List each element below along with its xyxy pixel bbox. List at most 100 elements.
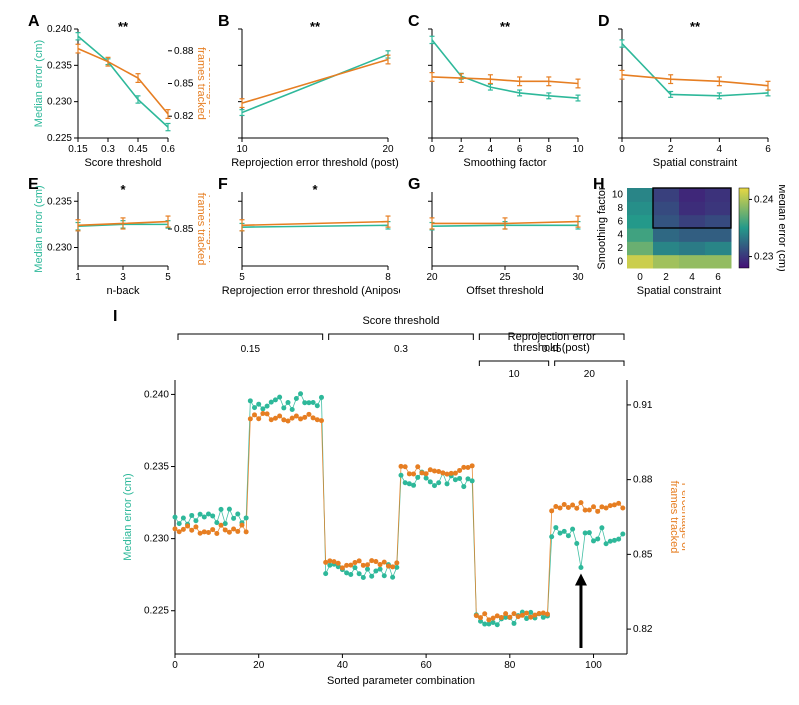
panel-e-svg: 0.2300.2350.85135n-backMedian error (cm)… — [30, 178, 210, 298]
svg-text:0.235: 0.235 — [144, 462, 169, 473]
svg-text:5: 5 — [239, 272, 245, 283]
svg-text:6: 6 — [517, 144, 523, 155]
svg-text:10: 10 — [612, 190, 624, 201]
panel-d: D 0246Spatial constraint** — [600, 15, 780, 170]
svg-text:0.230: 0.230 — [144, 534, 169, 545]
svg-text:0.235: 0.235 — [47, 60, 72, 71]
svg-text:0.230: 0.230 — [47, 97, 72, 108]
svg-text:Spatial constraint: Spatial constraint — [637, 285, 721, 297]
svg-text:**: ** — [310, 19, 321, 34]
svg-text:0.3: 0.3 — [101, 144, 115, 155]
svg-text:0.225: 0.225 — [47, 133, 72, 144]
svg-text:4: 4 — [617, 230, 623, 241]
svg-text:0: 0 — [637, 272, 643, 283]
panel-g-svg: 20 25 30 Offset threshold — [410, 178, 590, 298]
svg-text:0.235: 0.235 — [47, 196, 72, 207]
panel-a-svg: 0.2250.2300.2350.2400.820.850.880.150.30… — [30, 15, 210, 170]
svg-text:2: 2 — [668, 144, 674, 155]
svg-text:8: 8 — [617, 203, 623, 214]
panel-e: E 0.2300.2350.85135n-backMedian error (c… — [30, 178, 210, 298]
svg-text:0.88: 0.88 — [174, 46, 194, 57]
svg-text:2: 2 — [458, 144, 464, 155]
svg-text:Offset threshold: Offset threshold — [466, 285, 543, 297]
svg-text:0.85: 0.85 — [174, 224, 194, 235]
svg-text:Reprojection errorthreshold (p: Reprojection errorthreshold (post) — [508, 331, 596, 354]
svg-text:0.82: 0.82 — [174, 111, 194, 122]
svg-text:30: 30 — [572, 272, 584, 283]
panel-label-e: E — [28, 176, 39, 194]
svg-text:0.91: 0.91 — [633, 400, 653, 411]
svg-text:10: 10 — [236, 144, 248, 155]
svg-text:0.85: 0.85 — [633, 549, 653, 560]
svg-text:20: 20 — [253, 660, 265, 671]
svg-text:Score threshold: Score threshold — [84, 157, 161, 169]
svg-text:10: 10 — [508, 369, 520, 380]
figure: A 0.2250.2300.2350.2400.820.850.880.150.… — [10, 10, 789, 695]
svg-text:Percentage offrames tracked: Percentage offrames tracked — [668, 481, 685, 554]
svg-text:0: 0 — [172, 660, 178, 671]
panel-label-g: G — [408, 176, 420, 194]
svg-text:Reprojection error threshold (: Reprojection error threshold (Anipose) — [222, 285, 400, 297]
svg-text:0.15: 0.15 — [241, 344, 261, 355]
panel-d-svg: 0246Spatial constraint** — [600, 15, 780, 170]
svg-text:0.240: 0.240 — [144, 389, 169, 400]
svg-text:**: ** — [118, 19, 129, 34]
svg-text:4: 4 — [717, 144, 723, 155]
panel-f: F 5 8 Reprojection error threshold (Anipos… — [220, 178, 400, 298]
svg-text:0.85: 0.85 — [174, 79, 194, 90]
svg-text:4: 4 — [488, 144, 494, 155]
svg-text:4: 4 — [689, 272, 695, 283]
panel-label-f: F — [218, 176, 228, 194]
svg-text:1: 1 — [75, 272, 81, 283]
panel-h: H 02460246810Spatial constraintSmoothing… — [595, 178, 785, 298]
svg-text:8: 8 — [546, 144, 552, 155]
svg-text:5: 5 — [165, 272, 171, 283]
svg-text:80: 80 — [504, 660, 516, 671]
panel-c: C 0246810Smoothing factor** — [410, 15, 590, 170]
svg-text:0.225: 0.225 — [144, 606, 169, 617]
svg-text:Median error (cm): Median error (cm) — [33, 185, 45, 272]
svg-text:60: 60 — [421, 660, 433, 671]
panel-h-svg: 02460246810Spatial constraintSmoothing f… — [595, 178, 785, 298]
svg-text:6: 6 — [715, 272, 721, 283]
svg-text:*: * — [120, 182, 126, 197]
svg-text:Score threshold: Score threshold — [362, 315, 439, 327]
svg-text:0.3: 0.3 — [394, 344, 408, 355]
panel-a: A 0.2250.2300.2350.2400.820.850.880.150.… — [30, 15, 210, 170]
svg-text:0.230: 0.230 — [47, 243, 72, 254]
svg-text:0: 0 — [429, 144, 435, 155]
svg-text:Smoothing factor: Smoothing factor — [596, 186, 608, 269]
svg-text:0.88: 0.88 — [633, 475, 653, 486]
svg-text:Reprojection error threshold (: Reprojection error threshold (post) — [231, 157, 399, 169]
panel-label-h: H — [593, 176, 605, 194]
svg-text:Smoothing factor: Smoothing factor — [463, 157, 546, 169]
svg-text:Sorted parameter combination: Sorted parameter combination — [327, 675, 475, 687]
svg-text:Median error (cm): Median error (cm) — [122, 473, 134, 560]
panel-f-svg: 5 8 Reprojection error threshold (Anipose)… — [220, 178, 400, 298]
svg-text:0: 0 — [617, 256, 623, 267]
svg-text:25: 25 — [499, 272, 511, 283]
svg-text:Percentage offrames tracked: Percentage offrames tracked — [195, 193, 210, 266]
svg-text:10: 10 — [572, 144, 584, 155]
svg-text:*: * — [312, 182, 318, 197]
panel-label-b: B — [218, 13, 230, 31]
panel-i-svg: 0.225 0.230 0.235 0.240 0.82 0.85 0.88 0.91 0 20 4… — [115, 310, 685, 690]
svg-text:100: 100 — [585, 660, 602, 671]
svg-text:20: 20 — [426, 272, 438, 283]
svg-text:0: 0 — [619, 144, 625, 155]
svg-text:8: 8 — [385, 272, 391, 283]
svg-text:0.23: 0.23 — [754, 252, 774, 263]
svg-text:Percentage offrames tracked: Percentage offrames tracked — [195, 47, 210, 120]
svg-text:2: 2 — [617, 243, 623, 254]
svg-text:Median error (cm): Median error (cm) — [776, 184, 785, 271]
svg-text:2: 2 — [663, 272, 669, 283]
svg-text:6: 6 — [765, 144, 771, 155]
svg-text:0.240: 0.240 — [47, 24, 72, 35]
panel-b: B 10 20 Reprojection error threshold (post… — [220, 15, 400, 170]
panel-label-c: C — [408, 13, 420, 31]
svg-text:40: 40 — [337, 660, 349, 671]
svg-text:20: 20 — [382, 144, 394, 155]
panel-g: G 20 25 30 Offset threshold — [410, 178, 590, 298]
svg-text:**: ** — [690, 19, 701, 34]
svg-text:0.82: 0.82 — [633, 624, 653, 635]
